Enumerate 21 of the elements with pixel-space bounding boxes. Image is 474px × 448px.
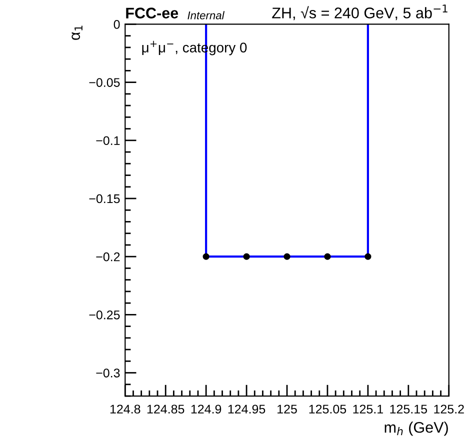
y-tick-label: −0.2 (96, 252, 120, 262)
y-tick-label: −0.15 (89, 194, 120, 204)
x-tick-label: 125 (278, 404, 297, 414)
x-tick-label: 125.15 (390, 404, 428, 414)
text: ZH, √s = 240 GeV, 5 ab$^{−1}$ (272, 4, 448, 20)
y-tick-label: 0 (114, 20, 120, 29)
x-tick-label: 124.9 (191, 404, 222, 414)
x-axis-title: m$_{h}$ (GeV) (384, 422, 448, 436)
chart-title: FCC-ee (126, 8, 178, 18)
x-tick-label: 124.8 (110, 404, 140, 414)
x-tick-label: 125.2 (434, 404, 464, 414)
y-tick-label: −0.3 (96, 368, 120, 378)
y-tick-label: −0.1 (96, 136, 120, 146)
x-tick-label: 125.05 (309, 404, 346, 414)
y-axis-title: α$_{1}$ (72, 26, 82, 40)
y-tick-label: −0.25 (89, 310, 120, 320)
y-tick-label: −0.05 (89, 78, 120, 87)
chart-subtitle: Internal (188, 11, 225, 20)
x-tick-label: 124.85 (147, 404, 184, 414)
x-tick-label: 125.1 (353, 404, 383, 414)
x-tick-label: 124.95 (228, 404, 266, 414)
